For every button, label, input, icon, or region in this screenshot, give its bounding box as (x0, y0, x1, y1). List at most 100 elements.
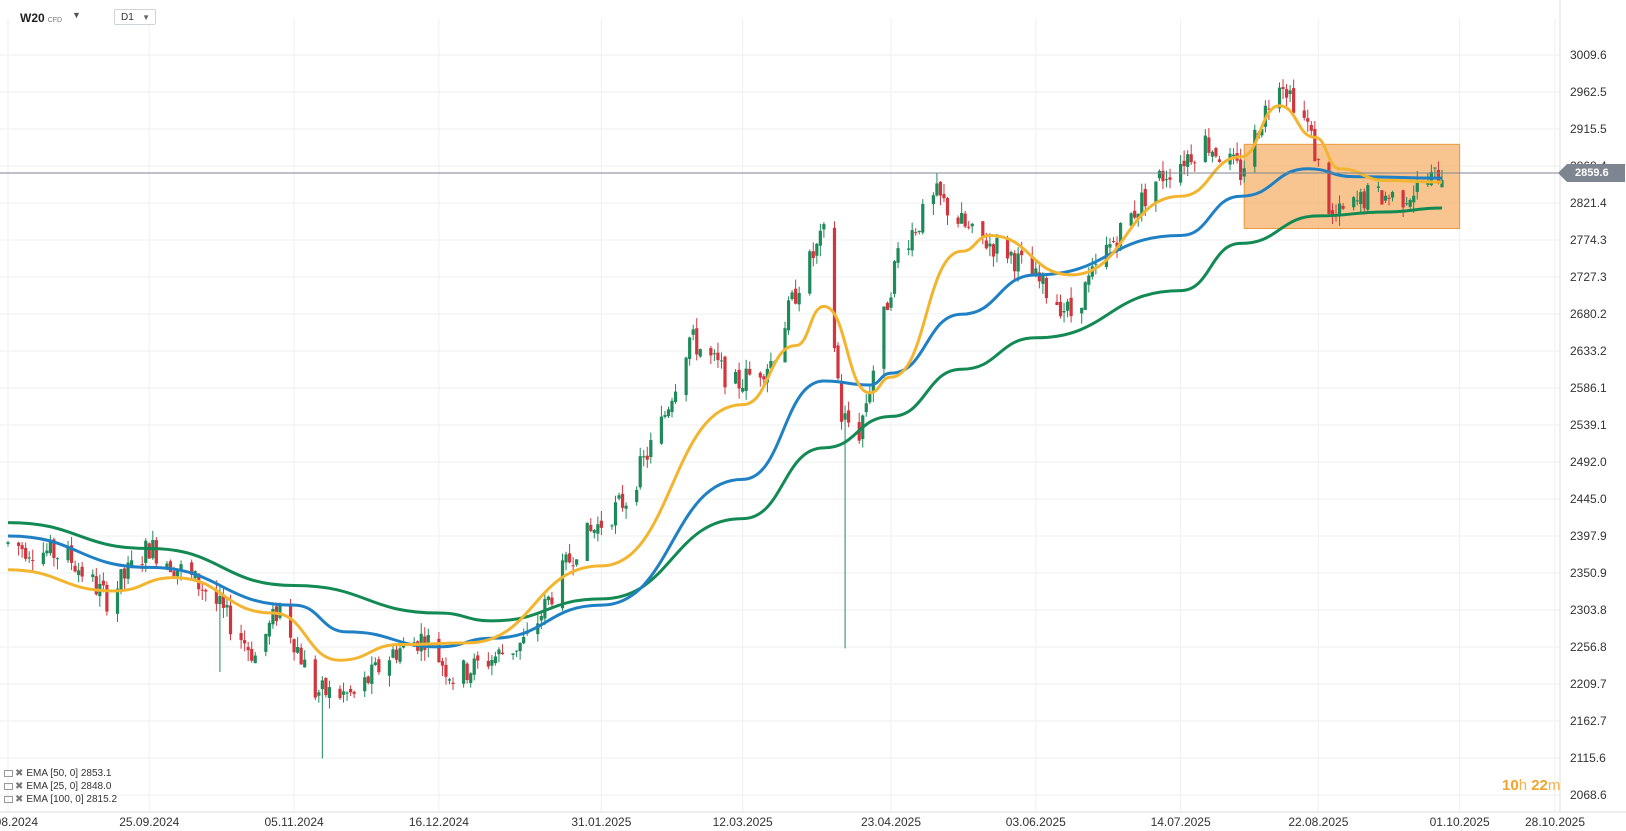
candle-body (1337, 203, 1342, 216)
candle-body (839, 381, 844, 422)
candle-body (935, 183, 939, 196)
candle-body (66, 546, 70, 561)
legend-label: EMA [25, 0] 2848.0 (26, 781, 112, 792)
candle-body (1087, 275, 1091, 285)
candle-body (709, 348, 713, 356)
candle-body (815, 243, 819, 256)
candle-body (327, 687, 332, 698)
candle-body (303, 659, 307, 668)
candle-body (1277, 87, 1282, 109)
candle-body (617, 495, 621, 499)
legend-item[interactable]: ✖ EMA [50, 0] 2853.1 (4, 767, 117, 780)
ema-lines (7, 104, 1442, 662)
legend-item[interactable]: ✖ EMA [25, 0] 2848.0 (4, 780, 117, 793)
candle-body (673, 391, 678, 403)
y-tick-label: 2586.1 (1570, 381, 1607, 395)
y-tick-label: 2397.9 (1570, 529, 1607, 543)
candle-body (691, 329, 695, 335)
candle-body (1242, 168, 1246, 177)
y-tick-label: 2680.2 (1570, 307, 1607, 321)
candle-body (55, 558, 60, 560)
candle-body (154, 540, 158, 564)
candle-body (1288, 90, 1292, 95)
candle-body (1306, 118, 1310, 122)
candle-body (77, 570, 81, 576)
candle-body (832, 227, 837, 349)
candle-body (914, 232, 918, 234)
candle-body (723, 356, 727, 388)
candle-body (1168, 177, 1172, 180)
candle-body (16, 542, 21, 546)
candle-body (115, 588, 120, 614)
x-tick-label: 12.03.2025 (713, 815, 773, 829)
candle-body (476, 655, 480, 661)
legend-item[interactable]: ✖ EMA [100, 0] 2815.2 (4, 793, 117, 806)
candle-body (575, 559, 579, 565)
candle-body (1260, 128, 1264, 136)
settings-icon[interactable] (4, 783, 13, 790)
y-tick-label: 2633.2 (1570, 344, 1607, 358)
candle-body (981, 221, 985, 238)
candle-body (515, 650, 519, 652)
timer-minutes: 22 (1531, 777, 1548, 794)
candle-body (1161, 170, 1165, 182)
candle-body (522, 636, 526, 644)
timeframe-selector[interactable]: D1 ▼ (114, 9, 156, 25)
candle-body (1405, 203, 1409, 205)
candle-body (373, 662, 377, 666)
candle-body (596, 524, 600, 534)
candle-body (1380, 190, 1384, 205)
candle-body (1157, 170, 1162, 179)
x-tick-label: 16.12.2024 (409, 815, 469, 829)
candle-body (546, 596, 550, 601)
candle-body (221, 596, 226, 608)
candle-body (126, 562, 130, 579)
candle-body (917, 230, 921, 233)
candle-body (1390, 191, 1395, 198)
candle-body (1108, 244, 1112, 248)
candle-body (24, 547, 28, 559)
candle-body (1408, 199, 1412, 207)
candle-body (1239, 159, 1243, 181)
candle-body (1313, 128, 1317, 162)
y-tick-label: 2962.5 (1570, 85, 1607, 99)
candle-body (218, 596, 222, 605)
symbol-selector[interactable]: W20 CFD (20, 11, 62, 25)
candle-body (967, 226, 971, 228)
candle-body (797, 293, 801, 305)
candle-body (790, 292, 794, 300)
candle-body (228, 605, 233, 635)
candle-body (493, 656, 498, 664)
candle-body (462, 660, 466, 684)
candle-body (1016, 253, 1020, 272)
chevron-down-icon[interactable]: ▼ (72, 10, 81, 20)
candle-body (1186, 154, 1190, 167)
candle-body (638, 456, 642, 488)
candle-body (122, 568, 127, 579)
candle-body (737, 369, 741, 389)
candle-body (670, 400, 674, 413)
settings-icon[interactable] (4, 796, 13, 803)
y-tick-label: 2256.8 (1570, 640, 1607, 654)
close-icon[interactable]: ✖ (15, 781, 24, 792)
candle-body (1433, 167, 1437, 169)
candle-body (984, 240, 988, 249)
candle-body (1062, 311, 1066, 313)
candle-body (338, 688, 342, 699)
candle-body (1207, 137, 1211, 153)
settings-icon[interactable] (4, 770, 13, 777)
candle-body (907, 248, 911, 250)
candle-body (243, 640, 247, 644)
candle-body (345, 692, 349, 694)
candle-body (1440, 180, 1444, 188)
candle-body (536, 623, 540, 635)
candle-body (1210, 151, 1214, 157)
candle-body (1143, 188, 1147, 207)
close-icon[interactable]: ✖ (15, 768, 24, 779)
candle-body (1355, 200, 1359, 202)
candle-body (811, 251, 815, 259)
candle-body (292, 639, 296, 653)
close-icon[interactable]: ✖ (15, 794, 24, 805)
candle-body (45, 550, 49, 554)
